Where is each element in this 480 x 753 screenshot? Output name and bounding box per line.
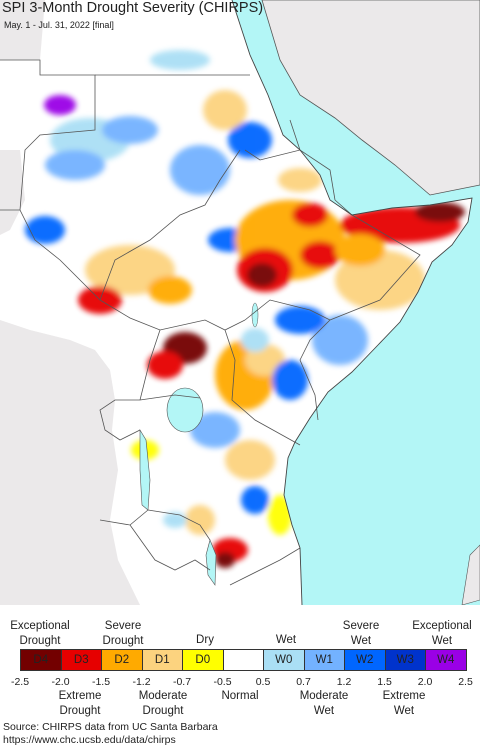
legend-tick: 2.5 xyxy=(458,676,473,688)
legend-tick: -2.5 xyxy=(10,676,30,688)
legend-tick: -1.2 xyxy=(132,676,151,688)
legend-swatch-d0: D0 xyxy=(182,649,224,671)
legend-swatch-w3: W3 xyxy=(384,649,426,671)
legend-top-label: Wet xyxy=(275,634,297,646)
legend-tick: 1.2 xyxy=(336,676,352,688)
legend-bottom-label: Extreme Wet xyxy=(382,690,426,717)
legend-tick: 0.7 xyxy=(296,676,311,688)
drought-map xyxy=(0,0,480,605)
legend-top-label: Dry xyxy=(196,634,214,646)
legend-swatch-w0: W0 xyxy=(263,649,305,671)
legend-bottom-label: Moderate Wet xyxy=(299,690,349,717)
legend-swatch-d2: D2 xyxy=(101,649,143,671)
source-line: Source: CHIRPS data from UC Santa Barbar… xyxy=(3,721,218,733)
legend-bottom-label: Moderate Drought xyxy=(138,690,188,717)
country-borders xyxy=(0,59,421,586)
source-url: https://www.chc.ucsb.edu/data/chirps xyxy=(3,734,176,746)
legend-bottom-label: Normal xyxy=(221,690,259,702)
legend-tick: 1.5 xyxy=(377,676,392,688)
legend-swatch-d3: D3 xyxy=(60,649,102,671)
legend-swatch-w4: W4 xyxy=(425,649,467,671)
legend-top-label: Severe Drought xyxy=(102,620,144,647)
legend-tick: -0.5 xyxy=(213,676,232,688)
legend-bottom-label: Extreme Drought xyxy=(58,690,102,717)
legend-swatch-d1: D1 xyxy=(141,649,183,671)
source-note: Source: CHIRPS data from UC Santa Barbar… xyxy=(3,721,218,747)
legend-swatch-w1: W1 xyxy=(303,649,345,671)
coastline xyxy=(231,0,473,605)
map-subtitle: May. 1 - Jul. 31, 2022 [final] xyxy=(4,20,114,30)
spi-patches xyxy=(25,50,465,568)
legend-swatch-normal xyxy=(222,649,264,671)
legend-tick: -1.5 xyxy=(91,676,111,688)
legend-tick: -2.0 xyxy=(51,676,70,688)
legend: D4 D3 D2 D1 D0 W0 W1 W2 W3 W4 -2.5 -2.0 -1.5 -1.2 -0.7… xyxy=(0,605,480,753)
legend-top-label: Exceptional Wet xyxy=(412,620,472,647)
madagascar-tip xyxy=(461,544,480,605)
legend-swatch-d4: D4 xyxy=(20,649,62,671)
legend-top-label: Severe Wet xyxy=(342,620,380,647)
lakes xyxy=(139,302,259,586)
legend-tick: 0.5 xyxy=(255,676,271,688)
map-title: SPI 3-Month Drought Severity (CHIRPS) xyxy=(2,0,264,16)
legend-swatch-w2: W2 xyxy=(344,649,386,671)
legend-tick: 2.0 xyxy=(417,676,433,688)
arabia-region xyxy=(261,0,480,196)
legend-top-label: Exceptional Drought xyxy=(10,620,70,647)
lake-victoria xyxy=(166,387,204,433)
legend-tick: -0.7 xyxy=(172,676,192,688)
outside-region xyxy=(0,0,140,605)
lake-malawi xyxy=(205,539,217,586)
lake-turkana xyxy=(251,302,259,328)
